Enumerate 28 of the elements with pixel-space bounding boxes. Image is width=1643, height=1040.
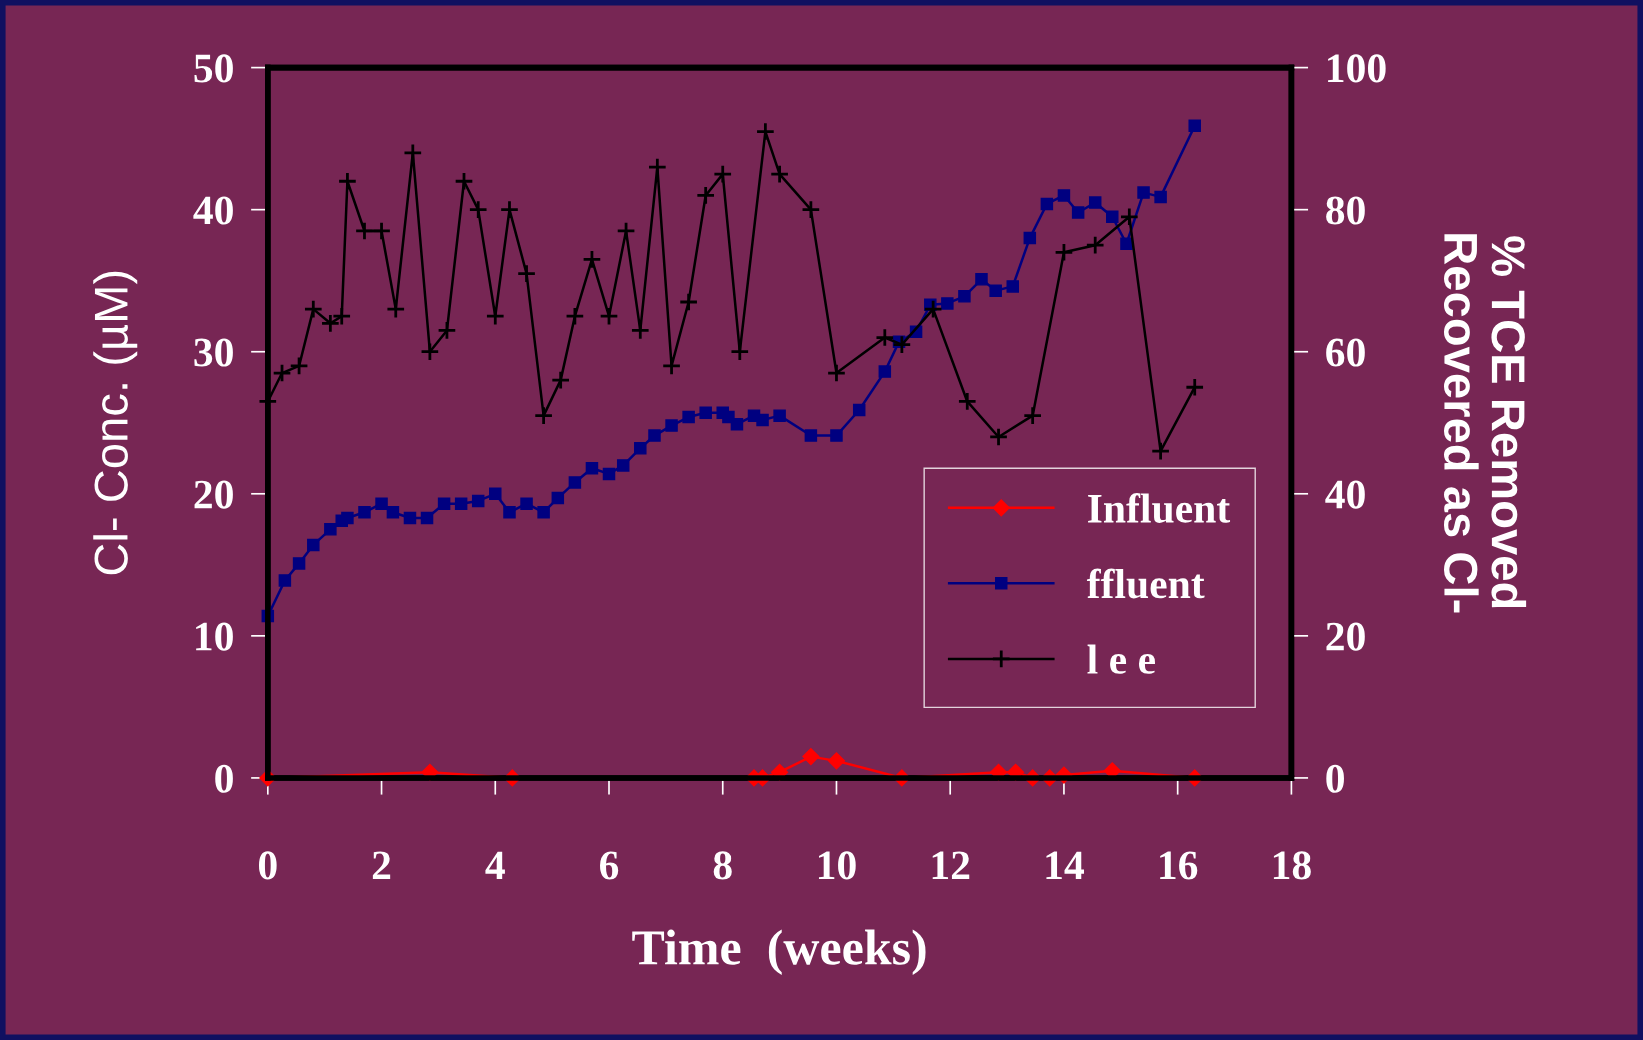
y-tick-label: 50 <box>194 54 233 83</box>
x-tick-label: 18 <box>1273 851 1311 880</box>
y-tick-label: 10 <box>196 622 233 651</box>
y2-tick-label: 20 <box>1326 622 1365 651</box>
legend-label: ffluent <box>1086 568 1205 599</box>
y-axis-title: Cl- Conc. (µM) <box>93 271 138 575</box>
x-tick-label: 16 <box>1160 851 1198 880</box>
y-tick-label: 30 <box>194 338 233 367</box>
x-tick-label: 4 <box>485 851 505 880</box>
x-tick-label: 10 <box>818 851 856 880</box>
x-tick-label: 14 <box>1046 851 1084 880</box>
x-axis-title: Time (weeks) <box>632 929 926 975</box>
y-tick-label: 0 <box>215 764 233 793</box>
y2-tick-label: 100 <box>1328 54 1386 83</box>
x-tick-label: 0 <box>258 851 277 880</box>
y-tick-label: 40 <box>193 196 233 225</box>
y2-tick-label: 60 <box>1326 338 1365 367</box>
y2-tick-label: 40 <box>1325 480 1365 509</box>
x-tick-label: 12 <box>932 851 970 880</box>
y2-tick-label: 0 <box>1326 764 1344 793</box>
x-tick-label: 8 <box>713 851 732 880</box>
y2-tick-label: 80 <box>1326 196 1365 225</box>
y2-axis-title: % TCE Removed Recovered as Cl- <box>1443 234 1527 613</box>
x-tick-label: 2 <box>372 851 391 880</box>
legend-label: l e e <box>1087 644 1155 674</box>
x-tick-label: 6 <box>600 851 619 880</box>
legend-label: Influent <box>1088 493 1231 523</box>
y-tick-label: 20 <box>194 480 233 509</box>
